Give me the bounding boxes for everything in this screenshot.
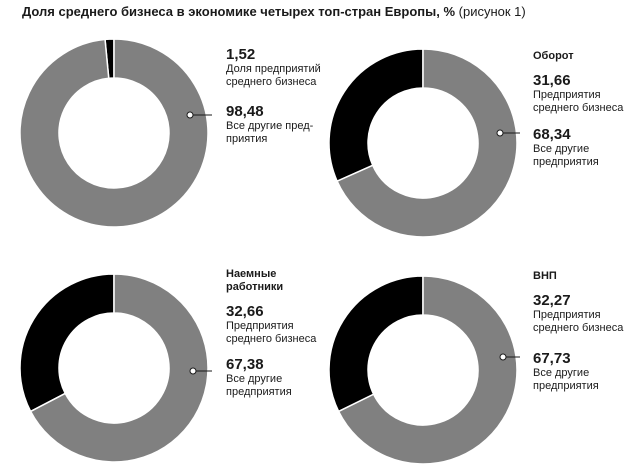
chart3-slice1-value: 32,66 <box>226 303 264 320</box>
chart4-slice1-label: 32,27 Предприятия среднего бизнеса <box>533 292 623 335</box>
chart4-slice1-value: 32,27 <box>533 292 571 309</box>
chart4-heading: ВНП <box>533 270 557 282</box>
chart3-slice1-desc: Предприятия среднего бизнеса <box>226 320 317 345</box>
chart2-slice2 <box>336 48 518 238</box>
chart3-heading: Наемные работники <box>226 268 284 293</box>
chart2-slice2-label: 68,34 Все другие предприятия <box>533 126 599 169</box>
chart3-slice2 <box>29 273 209 463</box>
chart4-slice1 <box>328 275 424 413</box>
chart3-slice1 <box>19 273 115 413</box>
chart2-slice1-desc: Предприятия среднего бизнеса <box>533 89 624 114</box>
chart4-slice1-desc: Предприятия среднего бизнеса <box>533 309 624 334</box>
chart4-pointer-dot <box>499 353 507 361</box>
chart2-heading: Оборот <box>533 50 574 62</box>
chart1-slice1-value: 1,52 <box>226 46 256 63</box>
chart1-slice1-label: 1,52 Доля предприятий среднего бизнеса <box>226 46 321 89</box>
chart4-slice2-value: 67,73 <box>533 350 571 367</box>
chart1-slice1-desc: Доля предприятий среднего бизнеса <box>226 63 321 88</box>
chart-title-main: Доля среднего бизнеса в экономике четыре… <box>22 4 456 19</box>
chart1-pointer-dot <box>186 111 194 119</box>
chart4-slice2-label: 67,73 Все другие предприятия <box>533 350 599 393</box>
chart2-slice1-label: 31,66 Предприятия среднего бизнеса <box>533 72 623 115</box>
chart3-slice2-desc: Все другие предприятия <box>226 373 292 398</box>
chart2-slice2-desc: Все другие предприятия <box>533 143 599 168</box>
chart-title: Доля среднего бизнеса в экономике четыре… <box>22 4 526 19</box>
chart1-slice2 <box>19 38 209 228</box>
chart2-slice2-value: 68,34 <box>533 126 571 143</box>
chart3-slice2-label: 67,38 Все другие предприятия <box>226 356 292 399</box>
chart2-pointer-dot <box>496 129 504 137</box>
chart2-slice1-value: 31,66 <box>533 72 571 89</box>
chart3-slice1-label: 32,66 Предприятия среднего бизнеса <box>226 303 316 346</box>
chart4-slice2 <box>337 275 518 465</box>
chart2-slice1 <box>328 48 424 183</box>
chart4-slice2-desc: Все другие предприятия <box>533 367 599 392</box>
chart3-slice2-value: 67,38 <box>226 356 264 373</box>
chart1-slice2-value: 98,48 <box>226 103 264 120</box>
chart-title-note: (рисунок 1) <box>455 4 526 19</box>
chart3-pointer-dot <box>189 367 197 375</box>
chart1-slice2-desc: Все другие пред- приятия <box>226 120 314 145</box>
chart1-slice2-label: 98,48 Все другие пред- приятия <box>226 103 313 146</box>
